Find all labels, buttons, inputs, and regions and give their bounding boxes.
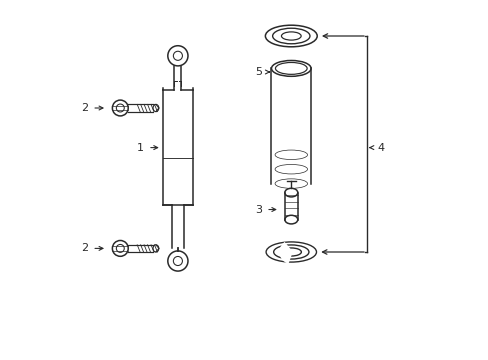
Text: 1: 1: [137, 143, 143, 153]
Text: 2: 2: [81, 243, 88, 253]
Wedge shape: [280, 244, 291, 262]
Text: 3: 3: [254, 204, 261, 215]
Text: 5: 5: [254, 67, 261, 77]
Text: 2: 2: [81, 103, 88, 113]
Text: 4: 4: [377, 143, 384, 153]
